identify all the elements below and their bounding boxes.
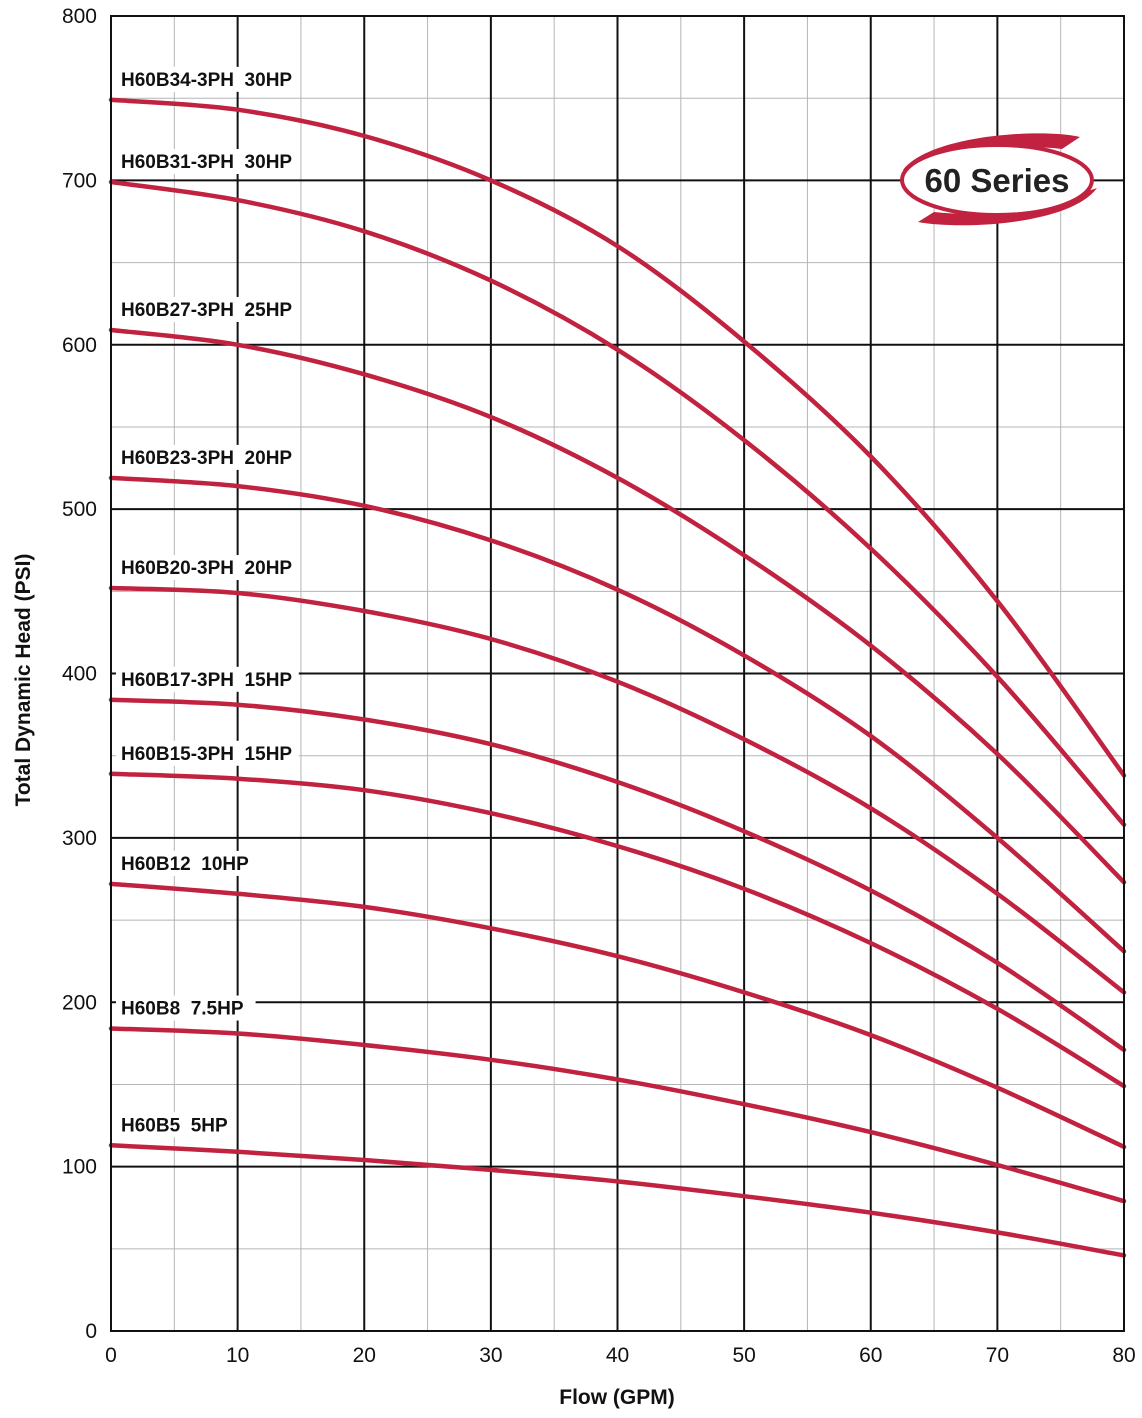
series-label: H60B20-3PH 20HP (121, 558, 292, 579)
series-label-background (116, 66, 299, 92)
series-label-background (116, 1112, 234, 1138)
series-line (108, 327, 1127, 885)
series-label: H60B8 7.5HP (121, 999, 244, 1020)
series-label-background (116, 850, 256, 876)
y-tick-labels: 0 100 200 300 400 500 600 700 800 (62, 5, 97, 1343)
y-tick-label: 400 (62, 663, 97, 686)
y-tick-label: 600 (62, 334, 97, 357)
series-line (108, 585, 1127, 995)
series-label-background (116, 296, 299, 322)
y-tick-label: 300 (62, 827, 97, 850)
series-label: H60B23-3PH 20HP (121, 448, 292, 469)
series-line (108, 771, 1127, 1089)
badge-ellipse (900, 143, 1094, 217)
badge-label: 60 Series (925, 162, 1070, 199)
x-tick-label: 80 (1112, 1344, 1135, 1367)
x-tick-label: 60 (859, 1344, 882, 1367)
x-tick-label: 30 (479, 1344, 502, 1367)
badge-arc-bottom-icon (918, 188, 1097, 226)
series-label: H60B27-3PH 25HP (121, 300, 292, 321)
badge-arc-top-icon (903, 133, 1080, 170)
plot-frame (110, 15, 1125, 1332)
pump-curves (108, 97, 1127, 1258)
series-line (108, 881, 1127, 1150)
series-label-background (116, 149, 299, 175)
series-label-background (116, 555, 299, 581)
series-label: H60B5 5HP (121, 1115, 228, 1136)
series-label: H60B31-3PH 30HP (121, 152, 292, 173)
series-label: H60B17-3PH 15HP (121, 670, 292, 691)
y-tick-label: 700 (62, 169, 97, 192)
series-label-background (116, 444, 299, 470)
series-label: H60B34-3PH 30HP (121, 70, 292, 91)
y-tick-label: 0 (85, 1320, 97, 1343)
x-tick-label: 0 (105, 1344, 117, 1367)
x-tick-label: 20 (353, 1344, 376, 1367)
series-label-background (116, 740, 299, 766)
x-tick-label: 40 (606, 1344, 629, 1367)
series-label: H60B15-3PH 15HP (121, 744, 292, 765)
x-axis-title: Flow (GPM) (559, 1386, 674, 1409)
series-label-background (116, 995, 256, 1021)
series-line (108, 697, 1127, 1053)
series-line (108, 179, 1127, 827)
x-tick-label: 10 (226, 1344, 249, 1367)
y-tick-label: 100 (62, 1156, 97, 1179)
x-tick-label: 50 (732, 1344, 755, 1367)
y-tick-label: 500 (62, 498, 97, 521)
y-axis-title: Total Dynamic Head (PSI) (12, 554, 35, 807)
series-badge: 60 Series (900, 133, 1097, 226)
series-line (108, 1026, 1127, 1204)
series-line (108, 475, 1127, 954)
series-line (108, 97, 1127, 778)
series-label: H60B12 10HP (121, 854, 249, 875)
x-tick-label: 70 (986, 1344, 1009, 1367)
y-tick-label: 800 (62, 5, 97, 28)
series-label-background (116, 666, 299, 692)
series-labels: H60B34-3PH 30HP H60B31-3PH 30HP H60B27-3PH… (116, 66, 299, 1138)
series-line (108, 1143, 1127, 1258)
y-tick-label: 200 (62, 991, 97, 1014)
x-tick-labels: 0 10 20 30 40 50 60 70 80 (105, 1344, 1136, 1367)
